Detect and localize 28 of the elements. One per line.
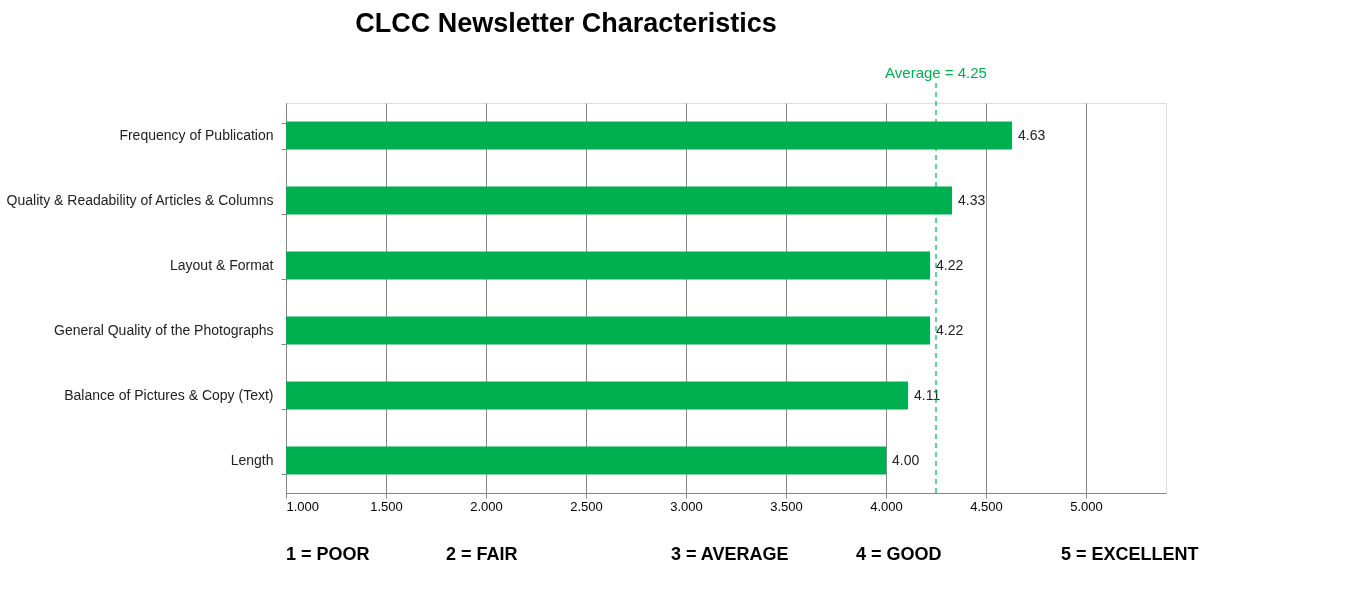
x-tick-label: 3.000 bbox=[670, 498, 703, 514]
x-tick-label: 5.000 bbox=[1070, 498, 1103, 514]
data-label: 4.22 bbox=[936, 321, 964, 338]
x-tick-label: 2.500 bbox=[570, 498, 603, 514]
x-tick-label: 1.500 bbox=[370, 498, 403, 514]
x-tick-label: 4.000 bbox=[870, 498, 903, 514]
x-tick-label: 4.500 bbox=[970, 498, 1003, 514]
y-tick-label: Layout & Format bbox=[170, 257, 274, 273]
y-tick-label: Balance of Pictures & Copy (Text) bbox=[64, 387, 274, 403]
y-tick-label: Length bbox=[230, 452, 274, 468]
text: 4 = GOOD bbox=[856, 544, 942, 564]
chart-title: CLCC Newsletter Characteristics bbox=[355, 8, 777, 38]
text: 3 = AVERAGE bbox=[671, 544, 789, 564]
ref-line-label: Average = 4.25 bbox=[885, 64, 987, 81]
x-tick-label: 1.000 bbox=[286, 498, 320, 514]
x-tick-label: 2.000 bbox=[470, 498, 503, 514]
data-label: 4.63 bbox=[1018, 126, 1046, 143]
text: 5 = EXCELLENT bbox=[1061, 544, 1199, 564]
text: 1 = POOR bbox=[286, 544, 370, 564]
data-label: 4.00 bbox=[892, 451, 920, 468]
x-tick-label: 3.500 bbox=[770, 498, 803, 514]
text: 2 = FAIR bbox=[446, 544, 518, 564]
data-label: 4.11 bbox=[914, 386, 941, 403]
y-tick-label: Quality & Readability of Articles & Columns bbox=[6, 192, 274, 208]
y-tick-label: General Quality of the Photographs bbox=[54, 322, 274, 338]
y-tick-label: Frequency of Publication bbox=[119, 127, 274, 143]
data-label: 4.22 bbox=[936, 256, 964, 273]
data-label: 4.33 bbox=[958, 191, 986, 208]
